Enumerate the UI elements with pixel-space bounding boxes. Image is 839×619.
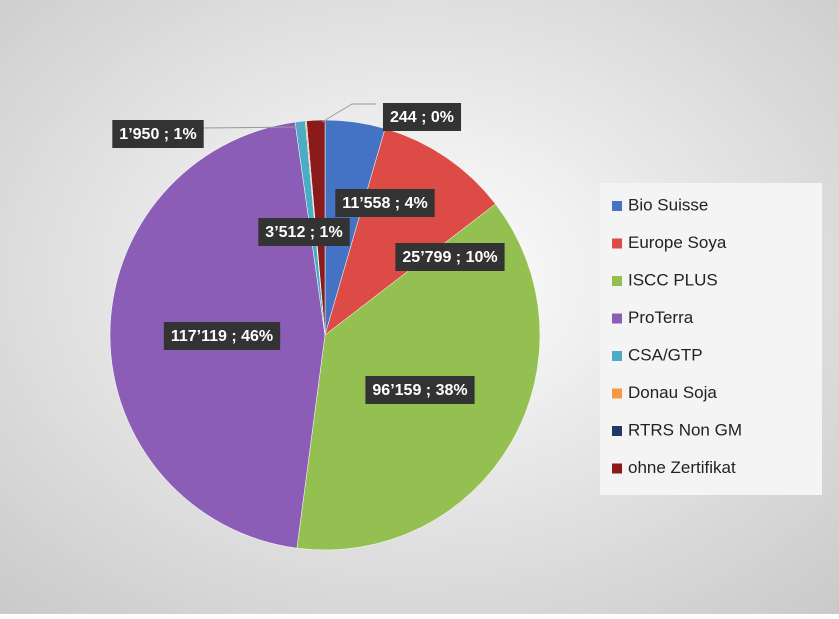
legend-swatch — [612, 426, 622, 436]
data-label: 117’119 ; 46% — [171, 328, 273, 345]
legend-swatch — [612, 351, 622, 361]
legend-label: ProTerra — [628, 308, 694, 327]
data-label: 11’558 ; 4% — [342, 195, 427, 212]
data-label: 3’512 ; 1% — [265, 224, 342, 241]
data-label-box — [112, 120, 204, 148]
legend-label: Bio Suisse — [628, 195, 708, 214]
legend-swatch — [612, 276, 622, 286]
legend-label: Donau Soja — [628, 383, 717, 402]
data-label: 25’799 ; 10% — [402, 249, 497, 266]
legend-label: CSA/GTP — [628, 345, 703, 364]
leader-line — [199, 126, 301, 129]
data-label-box — [163, 322, 281, 350]
legend-swatch — [612, 463, 622, 474]
data-label: 244 ; 0% — [390, 109, 454, 126]
data-label-box — [395, 243, 505, 271]
data-label-box — [365, 376, 475, 404]
leader-line — [321, 103, 376, 123]
data-label-box — [258, 218, 350, 246]
data-label: 1’950 ; 1% — [119, 126, 196, 143]
legend-label: ISCC PLUS — [628, 270, 718, 289]
legend-swatch — [612, 313, 622, 324]
legend-label: Europe Soya — [628, 233, 727, 252]
legend-label: RTRS Non GM — [628, 420, 742, 439]
data-label-box — [382, 103, 462, 131]
data-label-box — [335, 189, 435, 217]
legend-swatch — [612, 238, 622, 249]
legend-label: ohne Zertifikat — [628, 458, 736, 477]
data-label: 96’159 ; 38% — [372, 382, 467, 399]
legend-box — [600, 183, 822, 495]
legend-swatch — [612, 388, 622, 399]
legend-swatch — [612, 201, 622, 211]
